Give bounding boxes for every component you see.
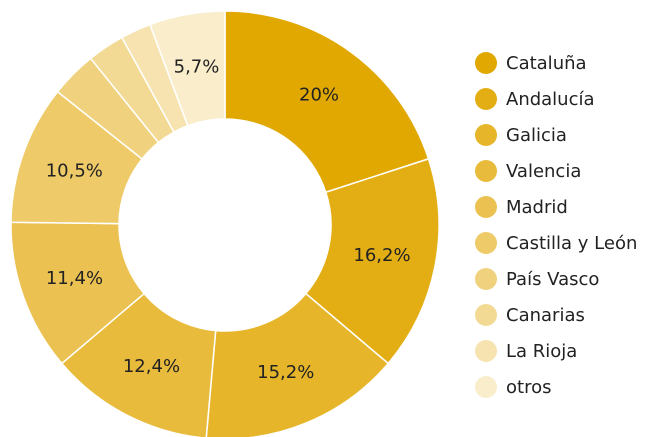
legend-label: Galicia [506, 125, 567, 146]
legend-swatch [475, 304, 497, 326]
legend-swatch [475, 268, 497, 290]
donut-segment [205, 292, 390, 437]
donut-segment [224, 10, 430, 194]
legend-swatch [475, 376, 497, 398]
data-label: 15,2% [257, 362, 314, 383]
legend-swatch [475, 88, 497, 110]
legend-label: La Rioja [506, 341, 577, 362]
legend-swatch [475, 232, 497, 254]
data-label: 11,4% [46, 268, 103, 289]
data-label: 16,2% [353, 245, 410, 266]
legend-label: Castilla y León [506, 233, 637, 254]
legend-label: otros [506, 377, 551, 398]
data-label: 10,5% [46, 160, 103, 181]
legend-swatch [475, 160, 497, 182]
legend-swatch [475, 340, 497, 362]
legend-label: Madrid [506, 197, 568, 218]
data-label: 20% [299, 85, 339, 106]
legend-label: Canarias [506, 305, 585, 326]
legend-label: Andalucía [506, 89, 595, 110]
legend-label: Cataluña [506, 53, 587, 74]
legend-swatch [475, 52, 497, 74]
data-label: 5,7% [174, 57, 220, 78]
legend-swatch [475, 196, 497, 218]
legend-label: Valencia [506, 161, 581, 182]
data-label: 12,4% [123, 356, 180, 377]
legend-swatch [475, 124, 497, 146]
donut-segment [149, 10, 226, 127]
donut-segment [304, 157, 440, 365]
legend-label: País Vasco [506, 269, 599, 290]
